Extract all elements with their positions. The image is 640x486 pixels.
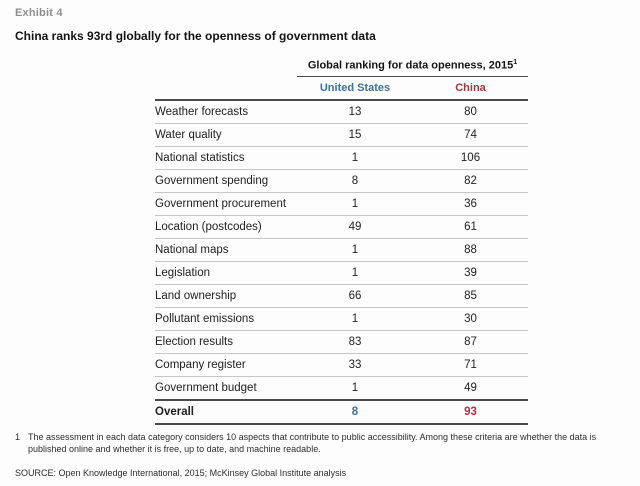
table-group-header: Global ranking for data openness, 20151	[297, 59, 528, 77]
table-row: National statistics 1 106	[155, 146, 528, 170]
footnote-text: The assessment in each data category con…	[28, 432, 597, 454]
china-value-cell: 39	[413, 261, 528, 285]
overall-label-cell: Overall	[155, 399, 297, 425]
overall-china-value-cell: 93	[413, 399, 528, 425]
overall-us-value-cell: 8	[297, 399, 413, 425]
us-value-cell: 49	[297, 215, 413, 239]
us-value-cell: 83	[297, 330, 413, 354]
category-cell: Land ownership	[155, 284, 297, 308]
us-value-cell: 33	[297, 353, 413, 377]
us-value-cell: 15	[297, 123, 413, 147]
us-value-cell: 1	[297, 307, 413, 331]
china-value-cell: 106	[413, 146, 528, 170]
china-value-cell: 36	[413, 192, 528, 216]
table-row: Location (postcodes) 49 61	[155, 215, 528, 239]
table-row: Government spending 8 82	[155, 169, 528, 193]
us-value-cell: 1	[297, 261, 413, 285]
footnote-marker: 1	[15, 432, 21, 442]
china-value-cell: 30	[413, 307, 528, 331]
us-value-cell: 1	[297, 376, 413, 401]
table-row: Government budget 1 49	[155, 376, 528, 401]
us-value-cell: 1	[297, 238, 413, 262]
category-cell: Government budget	[155, 376, 297, 401]
us-value-cell: 8	[297, 169, 413, 193]
category-cell: Pollutant emissions	[155, 307, 297, 331]
source-line: SOURCE: Open Knowledge International, 20…	[15, 468, 347, 478]
us-value-cell: 66	[297, 284, 413, 308]
us-value-cell: 1	[297, 192, 413, 216]
category-cell: Government spending	[155, 169, 297, 193]
table-row: Land ownership 66 85	[155, 284, 528, 308]
category-cell: National statistics	[155, 146, 297, 170]
table-row: National maps 1 88	[155, 238, 528, 262]
china-value-cell: 85	[413, 284, 528, 308]
china-value-cell: 87	[413, 330, 528, 354]
china-value-cell: 71	[413, 353, 528, 377]
category-cell: Legislation	[155, 261, 297, 285]
column-header-china: China	[455, 82, 486, 94]
category-cell: National maps	[155, 238, 297, 262]
table-row: Election results 83 87	[155, 330, 528, 354]
table-row: Weather forecasts 13 80	[155, 100, 528, 124]
ranking-table: Weather forecasts 13 80 Water quality 15…	[155, 99, 528, 425]
table-row: Water quality 15 74	[155, 123, 528, 147]
china-value-cell: 88	[413, 238, 528, 262]
page-title: China ranks 93rd globally for the openne…	[15, 29, 376, 43]
footnote-marker-superscript: 1	[513, 59, 518, 66]
us-value-cell: 13	[297, 100, 413, 124]
overall-row: Overall 8 93	[155, 399, 528, 425]
china-value-cell: 49	[413, 376, 528, 401]
table-row: Pollutant emissions 1 30	[155, 307, 528, 331]
category-cell: Location (postcodes)	[155, 215, 297, 239]
category-cell: Water quality	[155, 123, 297, 147]
category-cell: Weather forecasts	[155, 100, 297, 124]
table-row: Legislation 1 39	[155, 261, 528, 285]
category-cell: Election results	[155, 330, 297, 354]
table-row: Government procurement 1 36	[155, 192, 528, 216]
china-value-cell: 61	[413, 215, 528, 239]
china-value-cell: 82	[413, 169, 528, 193]
china-value-cell: 74	[413, 123, 528, 147]
china-value-cell: 80	[413, 100, 528, 124]
table-row: Company register 33 71	[155, 353, 528, 377]
column-header-united-states: United States	[319, 82, 391, 94]
category-cell: Government procurement	[155, 192, 297, 216]
exhibit-label: Exhibit 4	[15, 7, 63, 19]
category-cell: Company register	[155, 353, 297, 377]
footnote: 1 The assessment in each data category c…	[15, 432, 627, 455]
group-header-text: Global ranking for data openness, 2015	[307, 59, 514, 72]
us-value-cell: 1	[297, 146, 413, 170]
